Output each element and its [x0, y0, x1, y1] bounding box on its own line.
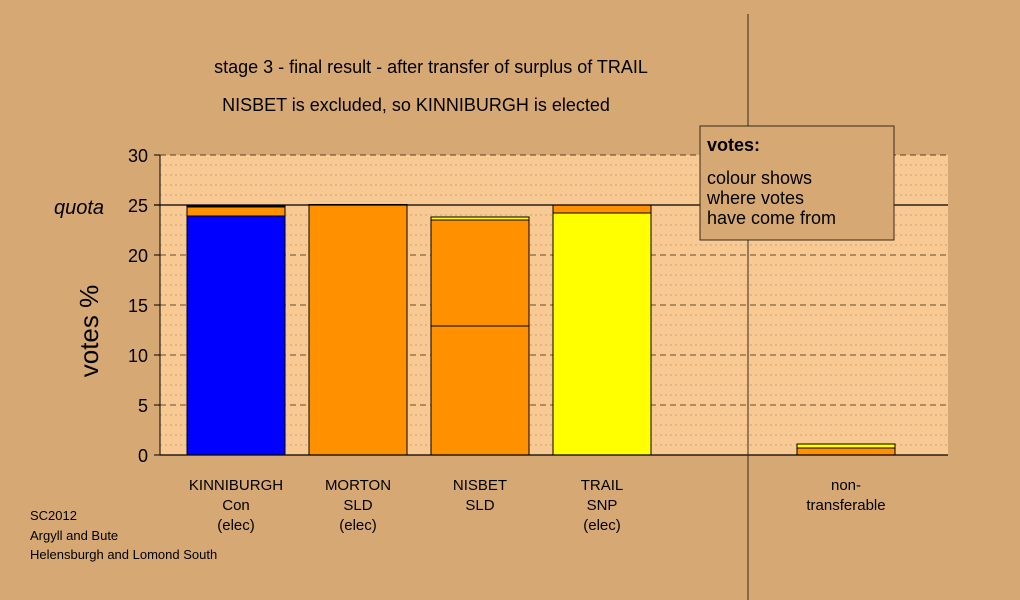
y-tick-label: 30 [128, 146, 148, 166]
category-label: (elec) [339, 517, 377, 534]
category-labels: KINNIBURGH Con (elec) MORTON SLD (elec) NISBET… [189, 477, 886, 534]
y-tick-label: 15 [128, 296, 148, 316]
quota-label: quota [54, 197, 104, 219]
y-axis-label: votes % [74, 285, 104, 378]
bar-segment [796, 443, 896, 449]
category-label: SNP [587, 497, 618, 514]
legend-line: have come from [707, 208, 836, 228]
category-label: (elec) [217, 517, 255, 534]
legend-line: where votes [706, 188, 804, 208]
legend-title: votes: [707, 135, 760, 155]
bar-stack [796, 443, 896, 456]
bar-segment [186, 205, 286, 208]
bar-segment [552, 204, 652, 214]
bar-stack [186, 205, 286, 456]
bar-segment [430, 216, 530, 221]
category-label: (elec) [583, 517, 621, 534]
y-tick-label: 0 [138, 446, 148, 466]
category-label: TRAIL [581, 477, 624, 494]
footer-line: SC2012 [30, 508, 77, 523]
category-label: non- [831, 477, 861, 494]
category-label: SLD [465, 497, 494, 514]
category-label: MORTON [325, 477, 391, 494]
y-tick-label: 5 [138, 396, 148, 416]
bars [186, 204, 896, 456]
legend-line: colour shows [707, 168, 812, 188]
bar-stack [552, 204, 652, 456]
bar-stack [430, 216, 530, 456]
bar-segment [552, 212, 652, 456]
bar-segment [186, 206, 286, 217]
chart-title: stage 3 - final result - after transfer … [214, 57, 648, 77]
y-tick-label: 25 [128, 196, 148, 216]
category-label: Con [222, 497, 250, 514]
footer-line: Helensburgh and Lomond South [30, 547, 217, 562]
bar-segment [430, 325, 530, 456]
y-tick-label: 20 [128, 246, 148, 266]
y-tick-label: 10 [128, 346, 148, 366]
y-tick-labels: 0 5 10 15 20 25 30 [128, 146, 148, 466]
legend: votes: colour shows where votes have com… [699, 125, 895, 241]
bar-segment [796, 447, 896, 456]
legend-box [699, 125, 895, 241]
bar-segment [430, 219, 530, 327]
category-label: KINNIBURGH [189, 477, 283, 494]
category-label: NISBET [453, 477, 507, 494]
bar-segment [308, 204, 408, 456]
bar-stack [308, 204, 408, 456]
chart-subtitle: NISBET is excluded, so KINNIBURGH is ele… [222, 95, 610, 115]
category-label: SLD [343, 497, 372, 514]
footer-line: Argyll and Bute [30, 528, 118, 543]
category-label: transferable [806, 497, 885, 514]
bar-segment [186, 215, 286, 456]
